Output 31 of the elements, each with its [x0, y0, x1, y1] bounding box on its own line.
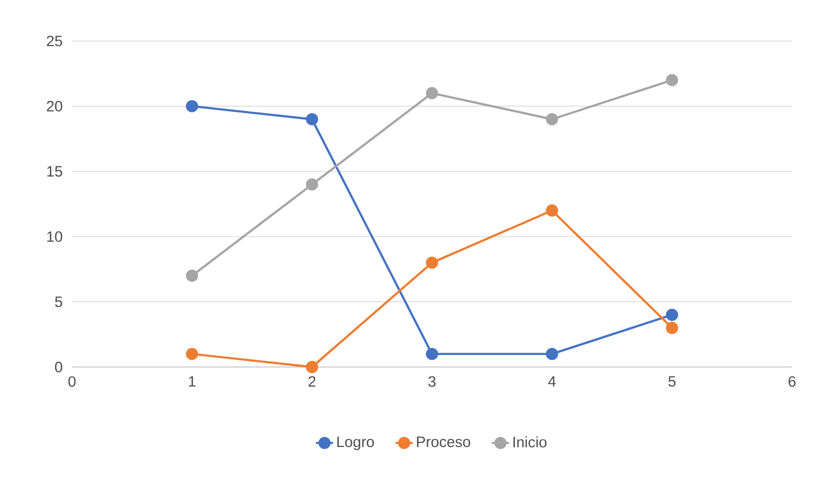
x-tick-label: 3 [428, 376, 436, 387]
x-tick-label: 5 [668, 376, 676, 387]
point [186, 270, 198, 282]
y-tick-label: 5 [55, 296, 62, 308]
point [666, 322, 678, 334]
legend-label: Inicio [513, 436, 546, 448]
point [546, 348, 558, 360]
y-tick-label: 0 [55, 362, 62, 372]
y-tick-label: 10 [47, 231, 62, 242]
point [666, 308, 678, 321]
point [306, 113, 318, 126]
point [306, 178, 318, 191]
point [426, 256, 438, 269]
point [426, 87, 438, 100]
x-tick-label: 4 [548, 376, 556, 387]
x-tick-label: 1 [188, 376, 196, 387]
legend-label: Logro [337, 436, 374, 450]
legend-label: Proceso [417, 436, 470, 448]
y-tick-label: 20 [46, 100, 62, 112]
point [186, 348, 198, 360]
point [546, 204, 558, 217]
x-tick-label: 0 [68, 376, 76, 387]
point [306, 360, 318, 374]
x-tick-label: 2 [308, 376, 316, 387]
y-tick-label: 25 [46, 36, 62, 46]
point [666, 74, 678, 86]
point [186, 100, 198, 112]
x-tick-label: 6 [788, 376, 796, 387]
y-tick-label: 15 [47, 166, 62, 177]
point [426, 348, 438, 360]
point [546, 113, 558, 126]
